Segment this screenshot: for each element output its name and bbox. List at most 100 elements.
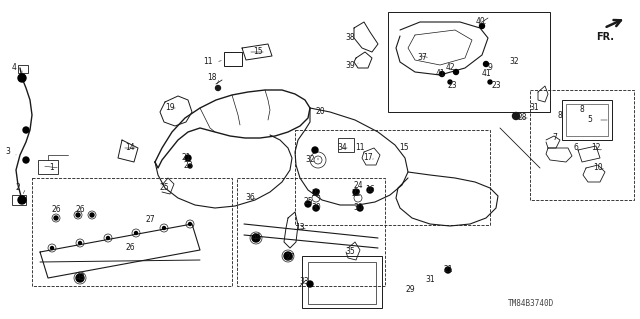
Circle shape [216, 85, 221, 91]
Text: 31: 31 [425, 276, 435, 285]
Circle shape [185, 155, 191, 161]
Text: 1: 1 [50, 164, 54, 173]
Bar [388, 12, 550, 112]
Circle shape [367, 187, 373, 193]
Text: 22: 22 [351, 189, 361, 198]
Text: 23: 23 [183, 161, 193, 170]
Text: 26: 26 [125, 243, 135, 253]
Bar [32, 178, 232, 286]
Circle shape [54, 216, 58, 220]
Text: 25: 25 [303, 197, 313, 206]
Text: 41: 41 [435, 70, 445, 78]
Circle shape [284, 252, 292, 260]
Text: 2: 2 [15, 183, 20, 192]
Text: 40: 40 [475, 18, 485, 26]
Text: 11: 11 [204, 57, 212, 66]
Text: 15: 15 [399, 144, 409, 152]
Text: 6: 6 [573, 144, 579, 152]
Text: 21: 21 [444, 265, 452, 275]
Text: TM84B3740D: TM84B3740D [508, 299, 554, 308]
Text: 12: 12 [591, 144, 601, 152]
Circle shape [307, 281, 313, 287]
Text: 42: 42 [445, 63, 455, 72]
Text: 8: 8 [580, 106, 584, 115]
Text: 16: 16 [365, 186, 375, 195]
Text: 19: 19 [165, 103, 175, 113]
Circle shape [23, 127, 29, 133]
Text: 3: 3 [6, 147, 10, 157]
Bar [530, 90, 634, 200]
Text: 34: 34 [337, 144, 347, 152]
Text: 44: 44 [251, 234, 261, 242]
Text: 4: 4 [12, 63, 17, 72]
Circle shape [488, 80, 492, 84]
Text: 7: 7 [552, 133, 557, 143]
Circle shape [51, 247, 54, 249]
Text: 20: 20 [315, 108, 325, 116]
Bar [237, 178, 385, 286]
Text: 18: 18 [207, 73, 217, 83]
Circle shape [18, 196, 26, 204]
Circle shape [106, 236, 109, 240]
Circle shape [483, 62, 488, 66]
Text: 32: 32 [509, 57, 519, 66]
Text: 37: 37 [417, 54, 427, 63]
Circle shape [79, 241, 81, 244]
Circle shape [18, 74, 26, 82]
Text: 43: 43 [75, 273, 85, 283]
Text: 26: 26 [75, 205, 85, 214]
Text: 35: 35 [345, 248, 355, 256]
Text: 21: 21 [181, 153, 191, 162]
Bar [562, 100, 612, 140]
Bar [566, 104, 608, 136]
Text: FR.: FR. [596, 32, 614, 42]
Text: 13: 13 [295, 224, 305, 233]
Circle shape [448, 80, 452, 84]
Text: 30: 30 [311, 204, 321, 212]
Text: 14: 14 [125, 144, 135, 152]
Text: 27: 27 [145, 216, 155, 225]
Bar [302, 256, 382, 308]
Text: 8: 8 [557, 112, 563, 121]
Text: 28: 28 [517, 114, 527, 122]
Circle shape [252, 234, 260, 242]
Text: 26: 26 [51, 205, 61, 214]
Circle shape [305, 201, 311, 207]
Text: 5: 5 [588, 115, 593, 124]
Circle shape [134, 232, 138, 234]
Text: 41: 41 [481, 70, 491, 78]
Circle shape [90, 213, 94, 217]
Circle shape [357, 205, 363, 211]
Text: 38: 38 [345, 33, 355, 42]
Text: 22: 22 [311, 189, 321, 198]
Text: 33: 33 [299, 278, 309, 286]
Text: 9: 9 [488, 63, 492, 72]
Text: 31: 31 [529, 103, 539, 113]
Bar [18, 65, 28, 73]
Text: 23: 23 [447, 81, 457, 91]
Bar [308, 262, 376, 304]
Text: 15: 15 [253, 48, 263, 56]
Bar [38, 160, 58, 174]
Text: 23: 23 [491, 81, 501, 91]
Bar [224, 52, 242, 66]
Circle shape [454, 70, 458, 75]
Text: 39: 39 [345, 62, 355, 70]
Circle shape [479, 24, 484, 28]
Text: 36: 36 [245, 194, 255, 203]
Circle shape [76, 274, 84, 282]
Circle shape [163, 226, 166, 229]
Text: 10: 10 [593, 164, 603, 173]
Circle shape [188, 164, 192, 168]
Text: 11: 11 [355, 144, 365, 152]
Circle shape [189, 222, 191, 226]
Text: 32: 32 [305, 155, 315, 165]
Text: 27: 27 [285, 254, 295, 263]
Circle shape [313, 205, 319, 211]
Bar [295, 130, 490, 225]
Circle shape [76, 213, 80, 217]
Circle shape [353, 189, 359, 195]
Circle shape [440, 71, 445, 77]
Text: 24: 24 [353, 182, 363, 190]
Text: 25: 25 [159, 183, 169, 192]
